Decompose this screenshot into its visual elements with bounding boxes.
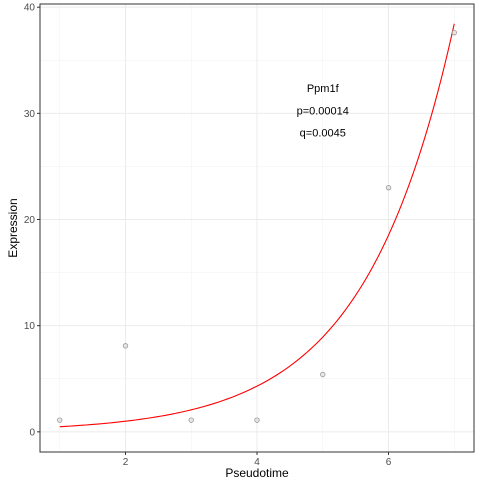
data-point [385,184,392,191]
x-tick-label: 4 [254,457,260,468]
y-axis-title: Expression [6,198,20,257]
annotations: Ppm1f p=0.00014 q=0.0045 [297,83,349,140]
annotation-label: Ppm1f [307,83,340,95]
x-tick-labels: 2 4 6 [123,457,392,468]
data-point [254,417,260,423]
y-tick-label: 30 [24,109,36,120]
data-points [57,29,457,423]
annotation-label: p=0.00014 [297,105,349,117]
x-tick-label: 2 [123,457,129,468]
data-point [122,343,129,349]
y-tick-label: 40 [24,3,36,14]
axis-ticks [37,6,390,455]
data-point [57,417,63,423]
fitted-curve [59,23,455,428]
y-tick-label: 0 [29,427,35,438]
data-point [451,29,457,36]
x-tick-label: 6 [386,457,392,468]
y-tick-label: 10 [24,321,36,332]
x-axis-title: Pseudotime [225,466,289,480]
y-tick-label: 20 [24,215,36,226]
y-tick-labels: 0 10 20 30 40 [24,3,36,439]
data-point [320,371,326,378]
major-gridlines [40,4,474,452]
data-point [188,417,194,423]
annotation-label: q=0.0045 [300,128,346,140]
fitted-curve-line [59,23,455,428]
